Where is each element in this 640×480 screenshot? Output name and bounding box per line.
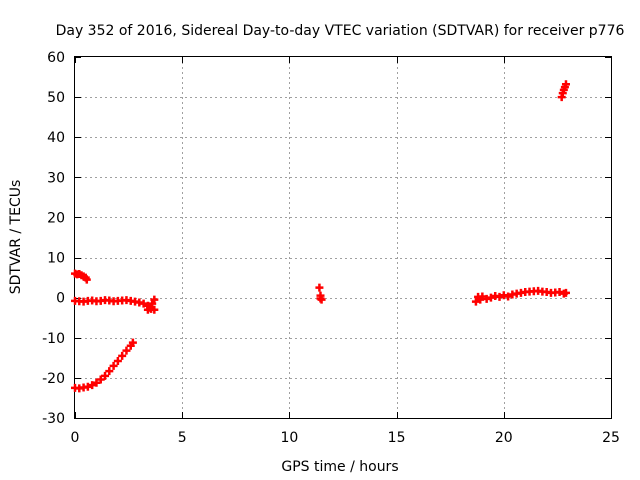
data-point xyxy=(101,371,110,380)
chart-title: Day 352 of 2016, Sidereal Day-to-day VTE… xyxy=(56,23,625,39)
data-point xyxy=(105,367,114,376)
y-tick-label: 50 xyxy=(47,90,65,106)
data-point xyxy=(317,295,326,304)
data-point xyxy=(122,346,131,355)
data-point xyxy=(139,299,148,308)
x-tick-labels: 0 5 10 15 20 25 xyxy=(71,430,620,446)
data-point xyxy=(315,283,324,292)
y-tick-label: 20 xyxy=(47,210,65,226)
data-point xyxy=(113,357,122,366)
data-point xyxy=(109,361,118,370)
data-point xyxy=(495,292,504,301)
x-tick-label: 10 xyxy=(280,430,298,446)
y-tick-label: -10 xyxy=(42,331,65,347)
data-point xyxy=(118,351,127,360)
x-tick-label: 0 xyxy=(71,430,80,446)
plot-area-border xyxy=(74,56,612,419)
data-point xyxy=(504,292,513,301)
data-point xyxy=(150,295,159,304)
data-point xyxy=(471,297,480,306)
x-tick-label: 25 xyxy=(602,430,620,446)
data-point xyxy=(88,381,97,390)
y-tick-label: 10 xyxy=(47,251,65,267)
data-point xyxy=(96,375,105,384)
x-tick-label: 15 xyxy=(388,430,406,446)
x-tick-label: 20 xyxy=(495,430,513,446)
y-tick-labels: -30 -20 -10 0 10 20 30 40 50 60 xyxy=(42,50,65,427)
data-points xyxy=(71,80,570,393)
data-point xyxy=(150,305,159,314)
data-point xyxy=(561,80,570,89)
grid xyxy=(75,57,611,418)
x-tick-label: 5 xyxy=(178,430,187,446)
y-tick-label: -20 xyxy=(42,371,65,387)
data-point xyxy=(92,378,101,387)
y-tick-label: -30 xyxy=(42,411,65,427)
x-axis-label: GPS time / hours xyxy=(281,459,398,475)
y-tick-label: 0 xyxy=(56,291,65,307)
data-point xyxy=(478,292,487,301)
data-point xyxy=(486,293,495,302)
data-point xyxy=(128,338,137,347)
y-tick-label: 30 xyxy=(47,170,65,186)
y-tick-label: 40 xyxy=(47,130,65,146)
axis-ticks xyxy=(75,57,612,419)
y-axis-label: SDTVAR / TECUs xyxy=(8,180,24,295)
data-point xyxy=(561,288,570,297)
data-point xyxy=(83,382,92,391)
data-point xyxy=(82,275,91,284)
y-tick-label: 60 xyxy=(47,50,65,66)
